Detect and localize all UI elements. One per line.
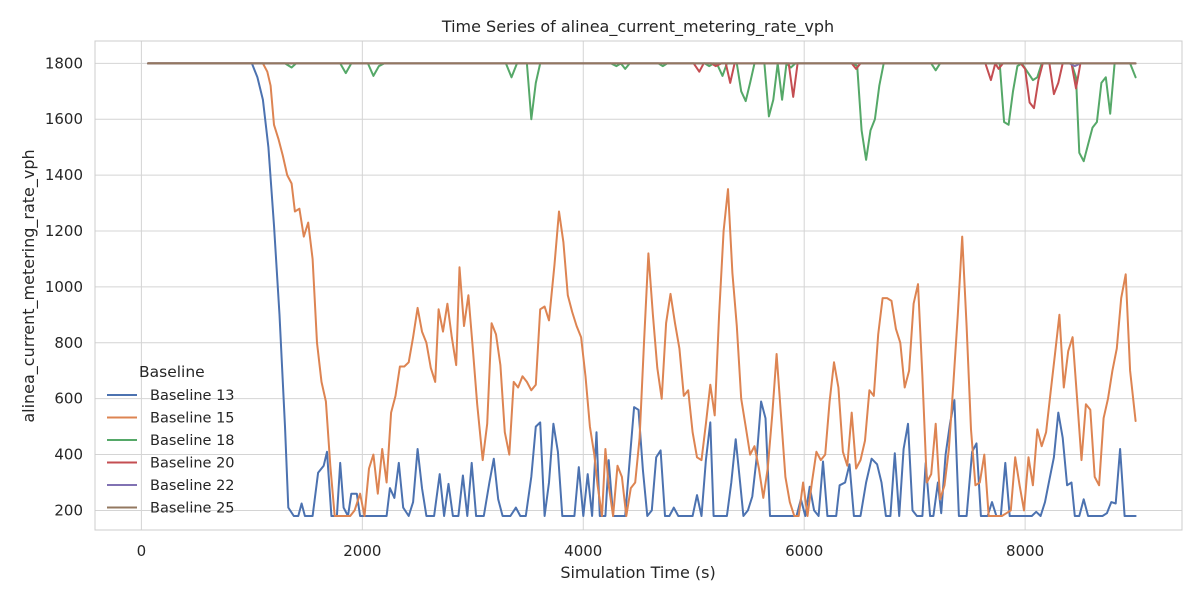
y-axis-label: alinea_current_metering_rate_vph xyxy=(19,149,39,422)
series-line-baseline-15 xyxy=(147,62,1137,517)
x-tick-label: 8000 xyxy=(1006,542,1044,560)
y-tick-label: 1200 xyxy=(45,222,83,240)
legend-entry-label: Baseline 22 xyxy=(150,478,235,494)
series-layer xyxy=(147,62,1137,517)
y-axis-ticks: 200 400 600 800 1000 1200 1400 1600 1800 xyxy=(45,54,83,519)
legend-title: Baseline xyxy=(139,363,205,381)
x-tick-label: 0 xyxy=(137,542,147,560)
y-tick-label: 800 xyxy=(54,334,83,352)
x-tick-label: 4000 xyxy=(564,542,602,560)
legend-items: Baseline 13 Baseline 15 Baseline 18 Baselin… xyxy=(107,388,235,517)
legend-entry-label: Baseline 18 xyxy=(150,433,235,449)
y-tick-label: 1800 xyxy=(45,54,83,72)
x-tick-label: 6000 xyxy=(785,542,823,560)
x-axis-ticks: 0 2000 4000 6000 8000 xyxy=(137,542,1045,560)
x-axis-label: Simulation Time (s) xyxy=(560,563,715,582)
y-tick-label: 1000 xyxy=(45,278,83,296)
y-tick-label: 200 xyxy=(54,501,83,519)
plot-area-frame xyxy=(94,40,1183,531)
y-tick-label: 600 xyxy=(54,390,83,408)
y-tick-label: 400 xyxy=(54,446,83,464)
x-tick-label: 2000 xyxy=(343,542,381,560)
chart-title: Time Series of alinea_current_metering_r… xyxy=(441,17,834,37)
legend-entry-label: Baseline 25 xyxy=(150,501,235,517)
legend-entry-label: Baseline 20 xyxy=(150,456,235,472)
series-line-baseline-13 xyxy=(147,62,1137,517)
legend-entry-label: Baseline 15 xyxy=(150,411,235,427)
y-tick-label: 1400 xyxy=(45,166,83,184)
legend-entry-label: Baseline 13 xyxy=(150,388,235,404)
y-tick-label: 1600 xyxy=(45,110,83,128)
